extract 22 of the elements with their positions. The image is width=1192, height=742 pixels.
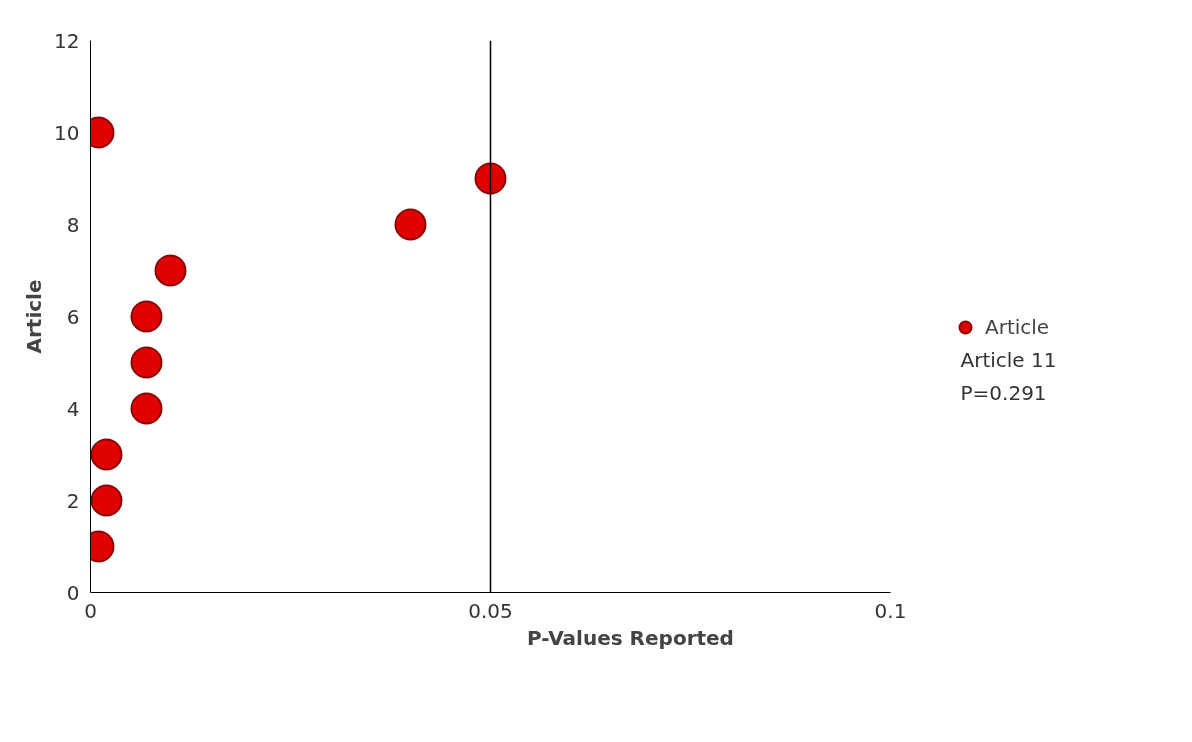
legend-label: Article xyxy=(985,315,1050,339)
x-tick-label: 0.1 xyxy=(874,598,907,623)
y-tick-label: 4 xyxy=(66,396,80,421)
y-tick-label: 2 xyxy=(66,488,80,513)
y-tick-label: 8 xyxy=(66,212,80,237)
x-axis-title: P-Values Reported xyxy=(527,625,734,650)
point xyxy=(474,162,507,195)
point xyxy=(154,254,187,287)
y-tick-label: 12 xyxy=(54,28,80,53)
y-tick-label: 0 xyxy=(66,580,80,605)
point xyxy=(130,392,163,425)
y-tick-label: 10 xyxy=(54,120,80,145)
point xyxy=(130,346,163,379)
x-tick-label: 0 xyxy=(84,598,97,623)
point xyxy=(130,300,163,333)
point xyxy=(90,484,123,517)
y-tick-label: 6 xyxy=(66,304,80,329)
x-tick-label: 0.05 xyxy=(468,598,513,623)
y-axis-title: Article xyxy=(22,279,47,354)
text: Article 11 P=0.291 xyxy=(960,347,1057,406)
point xyxy=(90,438,123,471)
point xyxy=(394,208,427,241)
